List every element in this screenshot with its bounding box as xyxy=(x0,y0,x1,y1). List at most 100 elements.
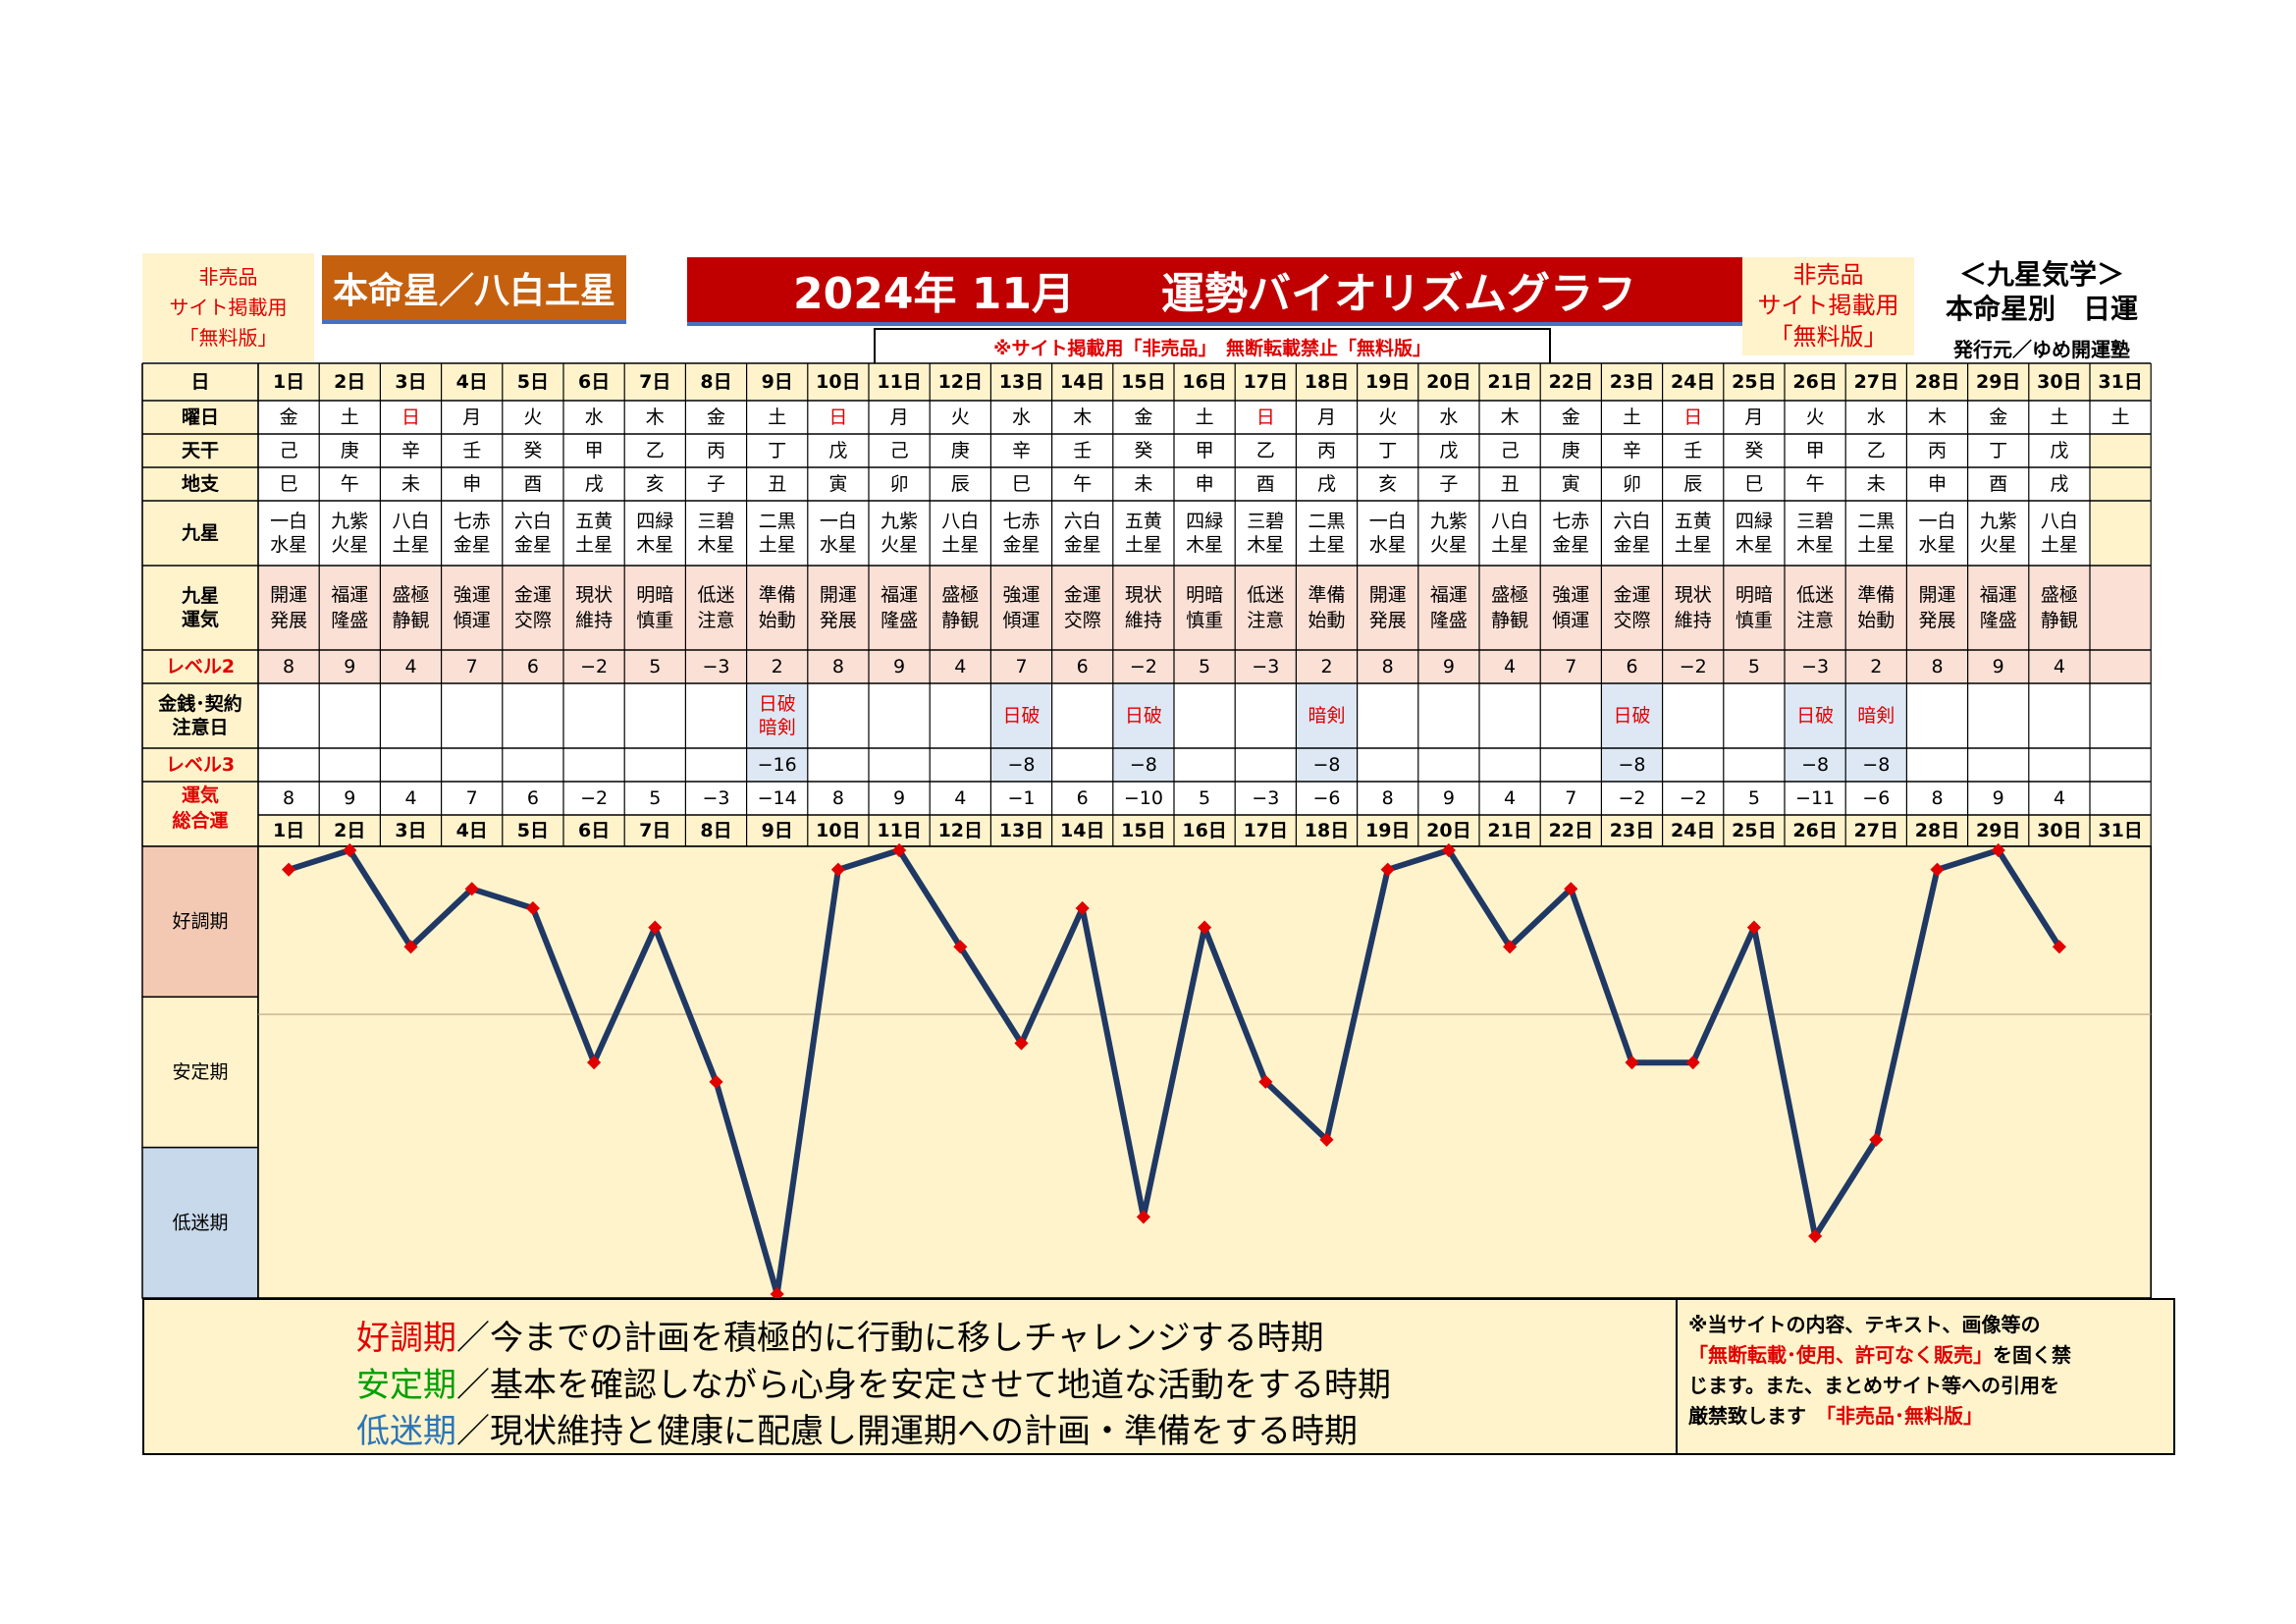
cell-bg xyxy=(1417,434,1479,467)
total-cell: 8 xyxy=(1382,787,1394,809)
day-cell: 6日 xyxy=(578,820,610,841)
total-cell: 7 xyxy=(1565,787,1576,809)
level2-cell: 9 xyxy=(1443,656,1455,677)
unki-cell: 明暗 xyxy=(1186,584,1223,606)
cell-bg xyxy=(1479,434,1541,467)
total-cell: 9 xyxy=(1993,787,2004,809)
cell-bg xyxy=(746,650,808,683)
cell-bg xyxy=(1540,434,1602,467)
total-cell: 7 xyxy=(466,787,478,809)
row-label-bg xyxy=(142,782,258,815)
cell-bg xyxy=(1785,815,1846,846)
tenkan-cell: 丁 xyxy=(768,440,786,461)
kyusei-cell: 金星 xyxy=(1552,534,1589,556)
cell-bg xyxy=(1112,683,1174,748)
day-cell: 27日 xyxy=(1854,371,1898,393)
unki-cell: 準備 xyxy=(1308,584,1345,606)
cell-bg xyxy=(1967,782,2029,815)
total-cell: 9 xyxy=(344,787,355,809)
level2-cell: 8 xyxy=(1382,656,1394,677)
kyusei-cell: 二黒 xyxy=(1857,511,1895,532)
day-cell: 11日 xyxy=(877,371,921,393)
row-label-bg xyxy=(142,650,258,683)
unki-cell: 傾運 xyxy=(454,610,491,631)
cell-bg xyxy=(1174,815,1236,846)
cell-bg xyxy=(930,815,991,846)
band-label: 低迷期 xyxy=(172,1212,228,1233)
cell-bg xyxy=(1785,782,1846,815)
cell-bg xyxy=(1967,434,2029,467)
cell-bg xyxy=(1417,363,1479,401)
cell-bg xyxy=(1051,434,1113,467)
cell-bg xyxy=(1785,363,1846,401)
data-point xyxy=(1014,1036,1029,1051)
kyusei-cell: 六白 xyxy=(1064,511,1101,532)
cell-bg xyxy=(1357,782,1418,815)
cell-bg xyxy=(1479,363,1541,401)
cell-bg xyxy=(1112,748,1174,782)
weekday-cell: 土 xyxy=(341,406,359,428)
cell-bg xyxy=(1235,748,1297,782)
cell-bg xyxy=(1785,683,1846,748)
right-free-note: 非売品 サイト掲載用 「無料版」 xyxy=(1742,257,1914,355)
unki-cell: 始動 xyxy=(1308,610,1345,631)
level2-cell: 6 xyxy=(1626,656,1637,677)
cell-bg xyxy=(258,566,320,650)
cell-bg xyxy=(563,467,625,501)
unki-cell: 現状 xyxy=(1125,584,1162,606)
cell-bg xyxy=(258,501,320,566)
cell-bg xyxy=(990,501,1052,566)
day-cell: 4日 xyxy=(456,371,488,393)
cell-bg xyxy=(1357,683,1418,748)
tenkan-cell: 戊 xyxy=(2050,440,2068,461)
tenkan-cell: 甲 xyxy=(1806,440,1825,461)
chishi-cell: 巳 xyxy=(280,473,298,495)
day-cell: 5日 xyxy=(517,371,549,393)
total-cell: −3 xyxy=(702,787,729,809)
day-cell: 14日 xyxy=(1060,371,1104,393)
legend-lines: 好調期／今までの計画を積極的に行動に移しチャレンジする時期 安定期／基本を確認し… xyxy=(356,1316,1391,1456)
cell-bg xyxy=(1785,434,1846,467)
legend-line-teimei: 低迷期／現状維持と健康に配慮し開運期への計画・準備をする時期 xyxy=(356,1409,1391,1456)
cell-bg xyxy=(746,815,808,846)
unki-cell: 注意 xyxy=(1796,610,1834,631)
cell-bg xyxy=(1417,683,1479,748)
day-cell: 31日 xyxy=(2098,820,2142,841)
cell-bg xyxy=(1417,650,1479,683)
kyusei-cell: 七赤 xyxy=(1002,511,1040,532)
cell-bg xyxy=(258,401,320,434)
cell-bg xyxy=(1296,401,1358,434)
tenkan-cell: 己 xyxy=(890,440,909,461)
tenkan-cell: 己 xyxy=(280,440,298,461)
weekday-cell: 水 xyxy=(1867,406,1886,428)
cell-bg xyxy=(1785,501,1846,566)
kyusei-cell: 九紫 xyxy=(1980,511,2017,532)
kyusei-cell: 木星 xyxy=(636,534,673,556)
cell-bg xyxy=(990,748,1052,782)
cell-bg xyxy=(1112,401,1174,434)
unki-cell: 盛極 xyxy=(2041,584,2078,606)
cell-bg xyxy=(624,748,686,782)
cell-bg xyxy=(1357,434,1418,467)
tenkan-cell: 庚 xyxy=(951,440,970,461)
cell-bg xyxy=(1601,467,1663,501)
cell-bg xyxy=(1051,467,1113,501)
cell-bg xyxy=(1357,748,1418,782)
cell-bg xyxy=(2028,650,2090,683)
cell-bg xyxy=(1112,566,1174,650)
cell-bg xyxy=(1417,501,1479,566)
cell-bg xyxy=(1723,363,1785,401)
total-cell: −6 xyxy=(1862,787,1890,809)
row-label-line: 注意日 xyxy=(172,716,228,738)
tenkan-cell: 丙 xyxy=(707,440,725,461)
cell-bg xyxy=(1601,683,1663,748)
cell-bg xyxy=(1906,401,1968,434)
chishi-cell: 申 xyxy=(1196,473,1214,495)
data-point xyxy=(1136,1210,1150,1224)
cell-bg xyxy=(319,467,381,501)
unki-cell: 発展 xyxy=(270,610,307,631)
kyusei-cell: 六白 xyxy=(1613,511,1650,532)
row-label: 日 xyxy=(190,371,209,393)
total-cell: 6 xyxy=(1077,787,1089,809)
day-cell: 15日 xyxy=(1121,371,1165,393)
